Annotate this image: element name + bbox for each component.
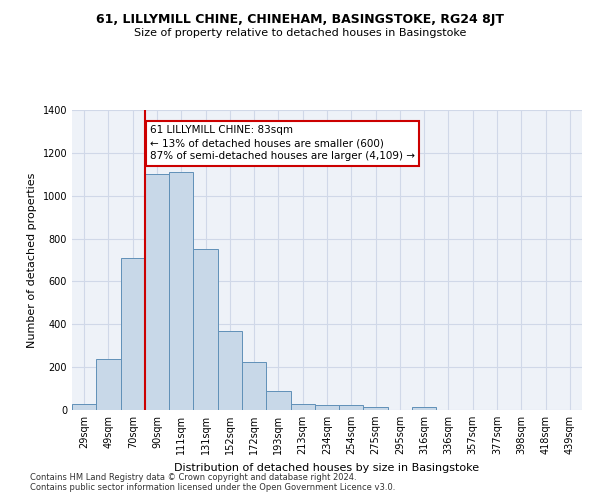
Y-axis label: Number of detached properties: Number of detached properties (27, 172, 37, 348)
Text: 61 LILLYMILL CHINE: 83sqm
← 13% of detached houses are smaller (600)
87% of semi: 61 LILLYMILL CHINE: 83sqm ← 13% of detac… (150, 125, 415, 162)
Bar (266, 390, 290, 410)
Bar (364, 407, 388, 410)
Bar (218, 330, 242, 410)
Text: Contains HM Land Registry data © Crown copyright and database right 2024.: Contains HM Land Registry data © Crown c… (30, 474, 356, 482)
Text: Size of property relative to detached houses in Basingstoke: Size of property relative to detached ho… (134, 28, 466, 38)
Bar (72, 404, 96, 410)
Bar (121, 258, 145, 410)
Bar (145, 174, 169, 410)
Bar (96, 358, 121, 410)
Bar (169, 172, 193, 410)
Bar (339, 404, 364, 410)
Bar (315, 404, 339, 410)
X-axis label: Distribution of detached houses by size in Basingstoke: Distribution of detached houses by size … (175, 462, 479, 472)
Text: Contains public sector information licensed under the Open Government Licence v3: Contains public sector information licen… (30, 484, 395, 492)
Text: 61, LILLYMILL CHINE, CHINEHAM, BASINGSTOKE, RG24 8JT: 61, LILLYMILL CHINE, CHINEHAM, BASINGSTO… (96, 12, 504, 26)
Bar (290, 404, 315, 410)
Bar (412, 407, 436, 410)
Bar (242, 362, 266, 410)
Bar (193, 250, 218, 410)
